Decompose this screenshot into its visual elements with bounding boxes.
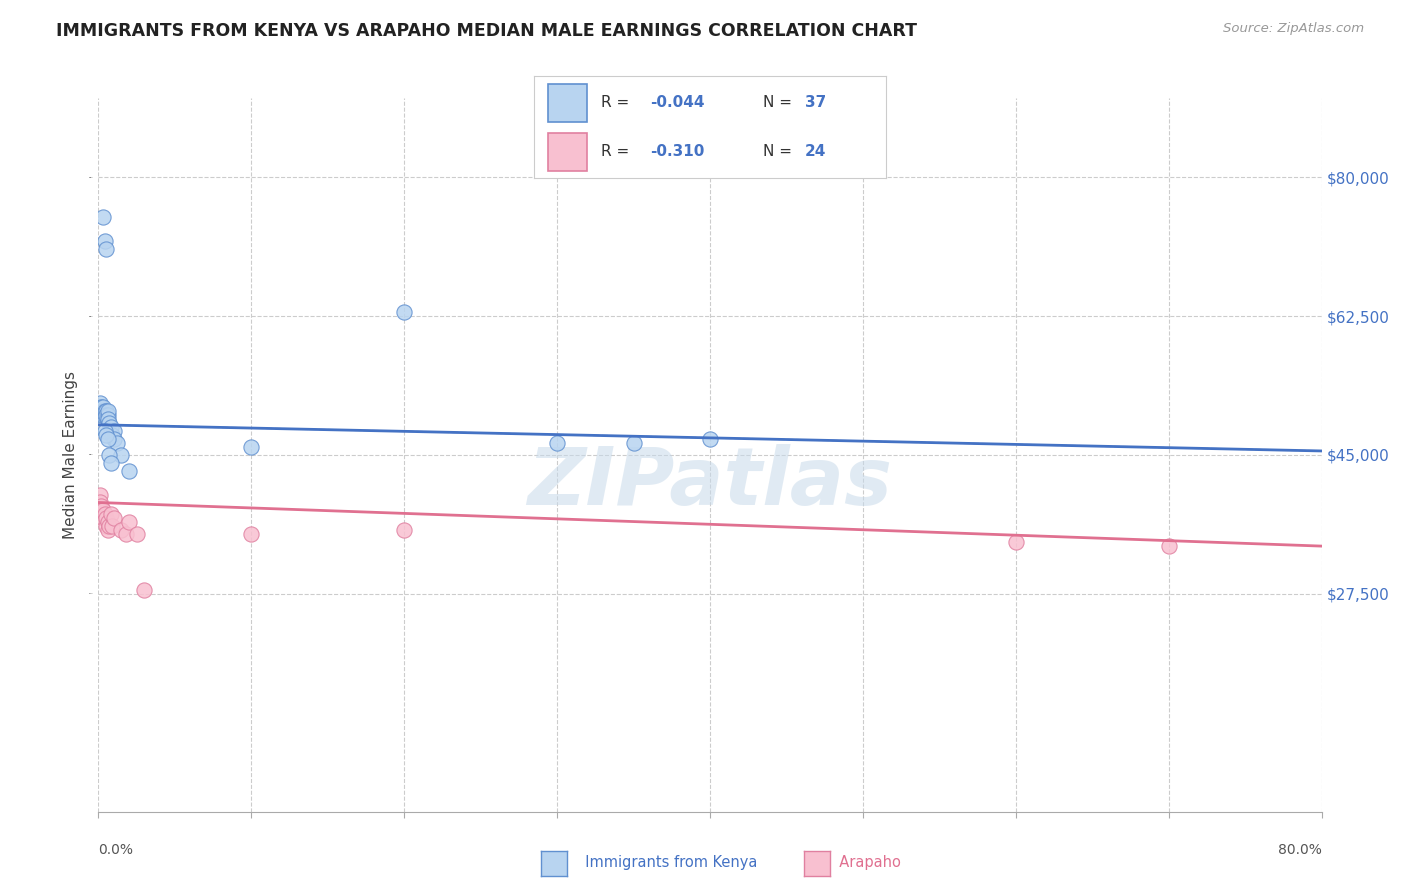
Text: -0.044: -0.044 [650,95,704,110]
Point [1004,535,1026,549]
Point [100,456,122,470]
Point [118,464,141,478]
Point [98,448,121,462]
Point [91,511,114,525]
Point [105,436,128,450]
Point [110,523,132,537]
Point [240,440,263,454]
Text: 24: 24 [804,145,827,160]
Point [118,516,141,530]
Point [110,448,132,462]
Point [125,527,148,541]
Point [91,503,114,517]
Text: Immigrants from Kenya: Immigrants from Kenya [576,855,758,870]
Point [623,436,645,450]
Point [94,519,117,533]
Point [91,404,114,418]
Point [91,210,114,224]
FancyBboxPatch shape [548,84,588,122]
Point [94,511,117,525]
Point [93,409,115,423]
Point [89,487,111,501]
Text: R =: R = [602,95,634,110]
Text: 80.0%: 80.0% [1278,843,1322,857]
Point [546,436,568,450]
Point [97,409,120,423]
FancyBboxPatch shape [548,133,588,171]
Point [89,404,111,418]
Point [134,582,156,597]
Text: 0.0%: 0.0% [98,843,134,857]
Point [89,396,111,410]
Point [90,409,112,423]
Y-axis label: Median Male Earnings: Median Male Earnings [63,371,79,539]
Point [100,420,122,434]
Point [101,519,124,533]
Text: N =: N = [762,95,797,110]
Point [89,495,111,509]
Point [115,527,138,541]
Point [1157,539,1180,553]
Point [98,519,121,533]
Point [90,401,112,415]
Point [93,424,115,438]
Point [91,401,114,415]
Text: IMMIGRANTS FROM KENYA VS ARAPAHO MEDIAN MALE EARNINGS CORRELATION CHART: IMMIGRANTS FROM KENYA VS ARAPAHO MEDIAN … [56,22,917,40]
Point [392,305,416,319]
Point [93,234,115,248]
Point [97,516,120,530]
Point [98,416,121,430]
Point [699,432,721,446]
Point [97,404,120,418]
Point [93,508,115,522]
Text: ZIPatlas: ZIPatlas [527,444,893,523]
Point [97,412,120,426]
Point [90,503,112,517]
Point [89,401,111,415]
Point [103,424,125,438]
Point [94,242,117,256]
Point [101,428,124,442]
Text: 37: 37 [804,95,827,110]
Point [94,428,117,442]
Point [103,511,125,525]
Text: N =: N = [762,145,797,160]
Text: Source: ZipAtlas.com: Source: ZipAtlas.com [1223,22,1364,36]
Point [91,409,114,423]
Point [90,500,112,514]
Point [103,432,125,446]
Point [240,527,263,541]
Point [97,432,120,446]
Point [100,508,122,522]
Point [94,404,117,418]
Text: -0.310: -0.310 [650,145,704,160]
Text: Arapaho: Arapaho [830,855,900,870]
Point [97,523,120,537]
Point [392,523,416,537]
Point [94,409,117,423]
Point [90,404,112,418]
Text: R =: R = [602,145,634,160]
Point [93,404,115,418]
